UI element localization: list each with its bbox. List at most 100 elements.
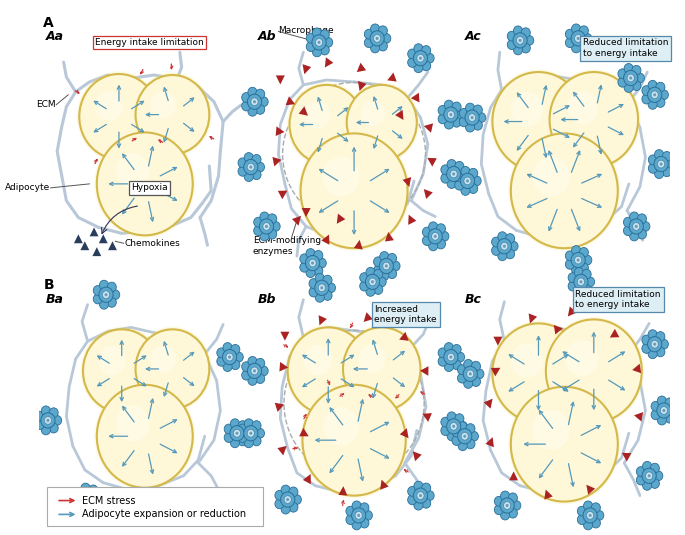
Circle shape (360, 518, 369, 528)
Circle shape (238, 436, 247, 446)
Polygon shape (299, 428, 309, 437)
Circle shape (503, 244, 506, 248)
Circle shape (642, 468, 656, 484)
Text: Adipocyte: Adipocyte (5, 184, 50, 193)
Polygon shape (276, 75, 285, 85)
Polygon shape (299, 106, 308, 116)
Circle shape (89, 485, 98, 495)
Circle shape (408, 58, 416, 67)
Circle shape (495, 505, 503, 515)
Circle shape (452, 425, 455, 428)
Circle shape (429, 241, 438, 251)
Circle shape (444, 349, 458, 365)
Circle shape (650, 479, 660, 488)
Circle shape (373, 257, 383, 266)
Circle shape (223, 342, 232, 353)
Circle shape (134, 327, 211, 410)
Circle shape (514, 26, 523, 36)
Circle shape (247, 94, 262, 109)
Circle shape (584, 501, 593, 511)
Circle shape (281, 485, 290, 495)
Circle shape (472, 176, 481, 186)
Circle shape (242, 370, 251, 380)
Circle shape (373, 35, 381, 42)
Circle shape (490, 320, 587, 425)
Circle shape (357, 514, 360, 517)
Circle shape (466, 370, 474, 378)
Circle shape (623, 71, 638, 86)
Circle shape (577, 37, 580, 40)
Circle shape (265, 225, 268, 228)
Circle shape (658, 415, 667, 425)
Circle shape (360, 281, 369, 291)
Circle shape (423, 236, 432, 246)
Circle shape (455, 414, 464, 424)
Circle shape (99, 346, 125, 375)
Circle shape (583, 34, 592, 43)
Circle shape (306, 268, 315, 278)
Circle shape (252, 436, 261, 446)
Circle shape (509, 385, 620, 503)
Circle shape (643, 461, 651, 471)
Circle shape (637, 214, 647, 224)
Circle shape (490, 322, 586, 424)
Circle shape (565, 29, 575, 39)
Circle shape (549, 72, 638, 167)
Circle shape (546, 319, 642, 422)
Circle shape (252, 421, 261, 431)
Circle shape (450, 170, 457, 178)
Circle shape (514, 45, 523, 55)
Circle shape (95, 91, 123, 121)
Circle shape (464, 177, 471, 185)
Circle shape (41, 425, 51, 435)
Circle shape (249, 432, 252, 435)
Circle shape (434, 235, 437, 238)
Polygon shape (395, 110, 403, 120)
Circle shape (230, 419, 240, 429)
Circle shape (391, 261, 400, 271)
Circle shape (81, 490, 95, 505)
Circle shape (234, 352, 243, 362)
Circle shape (231, 360, 240, 370)
Circle shape (455, 429, 464, 439)
Circle shape (79, 74, 159, 159)
Circle shape (49, 423, 58, 433)
Circle shape (447, 412, 456, 422)
Circle shape (245, 419, 253, 429)
Circle shape (383, 262, 390, 270)
Circle shape (223, 362, 232, 371)
Circle shape (568, 273, 577, 282)
Circle shape (360, 273, 369, 282)
Polygon shape (484, 399, 493, 409)
Circle shape (648, 349, 657, 358)
Circle shape (322, 156, 360, 196)
Polygon shape (273, 157, 282, 166)
Circle shape (519, 39, 521, 42)
Circle shape (458, 373, 466, 383)
Polygon shape (301, 208, 311, 217)
Circle shape (637, 229, 647, 239)
Circle shape (366, 268, 375, 277)
Text: ECM stress: ECM stress (82, 495, 136, 506)
Circle shape (306, 33, 315, 43)
Polygon shape (358, 81, 366, 91)
Circle shape (651, 91, 658, 98)
Circle shape (242, 101, 251, 111)
Circle shape (447, 159, 456, 170)
Circle shape (224, 433, 234, 442)
Circle shape (438, 105, 447, 115)
Circle shape (574, 274, 588, 289)
Circle shape (315, 273, 324, 283)
Circle shape (660, 163, 662, 166)
Circle shape (373, 285, 383, 294)
Circle shape (75, 497, 84, 507)
Circle shape (577, 515, 586, 524)
Circle shape (379, 271, 389, 280)
Polygon shape (321, 234, 329, 244)
Circle shape (260, 219, 273, 234)
Circle shape (455, 180, 464, 190)
Circle shape (580, 26, 588, 36)
Circle shape (586, 511, 594, 519)
Circle shape (656, 97, 665, 108)
Circle shape (669, 406, 677, 415)
